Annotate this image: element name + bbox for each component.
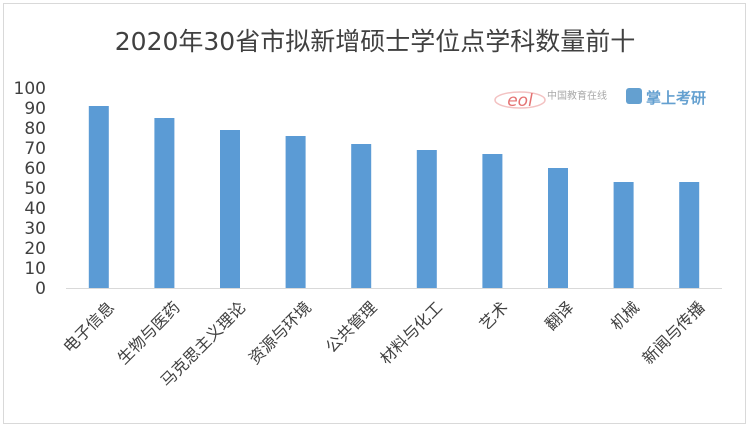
y-tick-label: 30	[24, 219, 46, 239]
x-tick-label: 材料与化工	[376, 298, 446, 368]
bar	[416, 150, 437, 288]
y-tick-label: 60	[24, 159, 46, 179]
bar	[351, 144, 372, 288]
watermark-app-icon	[626, 88, 642, 104]
y-tick-label: 20	[24, 239, 46, 259]
bar	[482, 154, 503, 288]
eol-logo-icon: eol	[494, 91, 546, 111]
y-tick-label: 40	[24, 199, 46, 219]
y-tick-label: 50	[24, 179, 46, 199]
bar	[154, 118, 175, 288]
bar	[220, 130, 240, 288]
x-tick-label: 公共管理	[322, 298, 381, 357]
y-tick-label: 70	[24, 139, 46, 159]
x-tick-label: 机械	[607, 298, 643, 334]
x-tick-label: 艺术	[476, 298, 512, 334]
x-tick-label: 生物与医药	[114, 298, 184, 368]
y-tick-label: 0	[35, 279, 46, 299]
watermark-logo-text: eol	[507, 91, 533, 111]
bar	[548, 168, 568, 288]
chart-title: 2020年30省市拟新增硕士学位点学科数量前十	[115, 27, 635, 56]
x-tick-label: 资源与环境	[245, 298, 315, 368]
x-tick-label: 翻译	[541, 298, 577, 334]
watermark-site-name: 中国教育在线	[547, 89, 607, 102]
bar	[285, 136, 306, 288]
watermark: eol 中国教育在线 掌上考研	[494, 88, 706, 111]
x-tick-label: 新闻与传播	[638, 298, 708, 368]
y-tick-label: 90	[24, 99, 46, 119]
bar-series	[88, 106, 700, 288]
y-tick-label: 80	[24, 119, 46, 139]
bar	[613, 182, 634, 288]
bar	[88, 106, 109, 288]
bar	[679, 182, 700, 288]
x-tick-label: 电子信息	[59, 298, 118, 357]
y-tick-label: 10	[24, 259, 46, 279]
y-tick-label: 100	[14, 79, 46, 99]
watermark-brand-name: 掌上考研	[646, 89, 706, 107]
